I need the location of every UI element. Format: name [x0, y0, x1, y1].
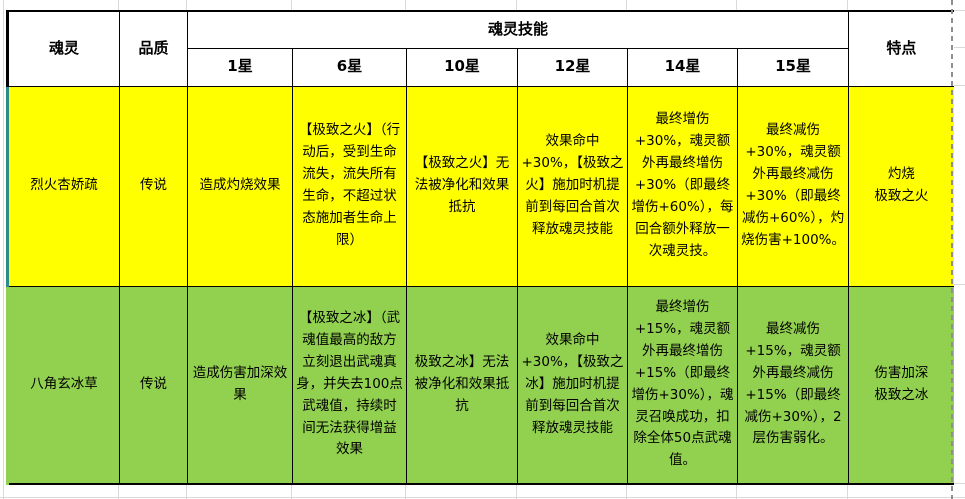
- cell-row1-skill-10star[interactable]: 极致之冰】无法被净化和效果抵抗: [406, 285, 518, 485]
- gridline: [291, 483, 292, 499]
- cell-row0-name[interactable]: 烈火杏娇疏: [6, 85, 120, 287]
- header-star-6[interactable]: 6星: [292, 47, 407, 87]
- page-break-line: [951, 0, 953, 499]
- gridline: [186, 483, 187, 499]
- gridline: [953, 85, 965, 86]
- cell-row1-name[interactable]: 八角玄冰草: [6, 285, 120, 485]
- cell-row1-skill-14star[interactable]: 最终增伤+15%，魂灵额外再最终增伤+15%（即最终增伤+30%），魂灵召唤成功…: [627, 285, 738, 485]
- cell-row0-skill-15star[interactable]: 最终减伤+30%，魂灵额外再最终减伤+30%（即最终减伤+60%），灼烧伤害+1…: [736, 85, 850, 287]
- gridline: [3, 0, 4, 499]
- gridline: [953, 284, 965, 285]
- soul-spirit-table: 魂灵 品质 魂灵技能 特点 1星 6星 10星 12星 14星 15星 烈火杏娇…: [6, 10, 954, 485]
- gridline: [405, 0, 406, 10]
- header-soul[interactable]: 魂灵: [6, 10, 120, 87]
- table-row: 烈火杏娇疏 传说 造成灼烧效果 【极致之火】（行动后，受到生命流失，流失所有生命…: [6, 85, 954, 287]
- gridline: [118, 0, 119, 10]
- gridline: [626, 483, 627, 499]
- header-star-15[interactable]: 15星: [736, 47, 850, 87]
- header-star-1[interactable]: 1星: [187, 47, 293, 87]
- gridline: [953, 483, 965, 484]
- gridline: [847, 0, 848, 10]
- table-subheader-row: 1星 6星 10星 12星 14星 15星: [8, 47, 954, 87]
- gridline: [953, 47, 965, 48]
- header-quality[interactable]: 品质: [119, 10, 188, 87]
- gridline: [405, 483, 406, 499]
- gridline: [118, 483, 119, 499]
- cell-row0-skill-12star[interactable]: 效果命中+30%，【极致之火】施加时机提前到每回合首次释放魂灵技能: [517, 85, 628, 287]
- header-skills-group[interactable]: 魂灵技能: [186, 10, 850, 49]
- header-feature[interactable]: 特点: [848, 10, 954, 87]
- table-row: 八角玄冰草 传说 造成伤害加深效果 【极致之冰】（武魂值最高的敌方立刻退出武魂真…: [6, 285, 954, 485]
- cell-row1-skill-15star[interactable]: 最终减伤+15%，魂灵额外再最终减伤+15%（即最终减伤+30%），2层伤害弱化…: [736, 285, 850, 485]
- cell-row1-feature[interactable]: 伤害加深 极致之冰: [848, 285, 954, 485]
- gridline: [736, 0, 737, 10]
- gridline: [626, 0, 627, 10]
- gridline: [291, 0, 292, 10]
- cell-row1-quality[interactable]: 传说: [119, 285, 188, 485]
- gridline: [736, 483, 737, 499]
- gridline: [847, 483, 848, 499]
- gridline: [516, 0, 517, 10]
- header-star-10[interactable]: 10星: [406, 47, 518, 87]
- cell-row0-skill-6star[interactable]: 【极致之火】（行动后，受到生命流失，流失所有生命，不超过状态施加者生命上限）: [292, 85, 407, 287]
- cell-row0-skill-1star[interactable]: 造成灼烧效果: [187, 85, 293, 287]
- gridline: [0, 497, 965, 498]
- cell-row0-feature[interactable]: 灼烧 极致之火: [848, 85, 954, 287]
- cell-row0-skill-10star[interactable]: 【极致之火】无法被净化和效果抵抗: [406, 85, 518, 287]
- cell-row1-skill-12star[interactable]: 效果命中+30%，【极致之冰】施加时机提前到每回合首次释放魂灵技能: [517, 285, 628, 485]
- cell-row0-quality[interactable]: 传说: [119, 85, 188, 287]
- cell-row1-skill-1star[interactable]: 造成伤害加深效果: [187, 285, 293, 485]
- header-star-12[interactable]: 12星: [517, 47, 628, 87]
- table-header-row: 魂灵 品质 魂灵技能 特点: [6, 10, 954, 87]
- gridline: [186, 0, 187, 10]
- cell-row1-skill-6star[interactable]: 【极致之冰】（武魂值最高的敌方立刻退出武魂真身，并失去100点武魂值，持续时间无…: [292, 285, 407, 485]
- cell-row0-skill-14star[interactable]: 最终增伤+30%，魂灵额外再最终增伤+30%（即最终增伤+60%），每回合额外释…: [627, 85, 738, 287]
- gridline: [516, 483, 517, 499]
- header-star-14[interactable]: 14星: [627, 47, 738, 87]
- gridline: [953, 10, 965, 11]
